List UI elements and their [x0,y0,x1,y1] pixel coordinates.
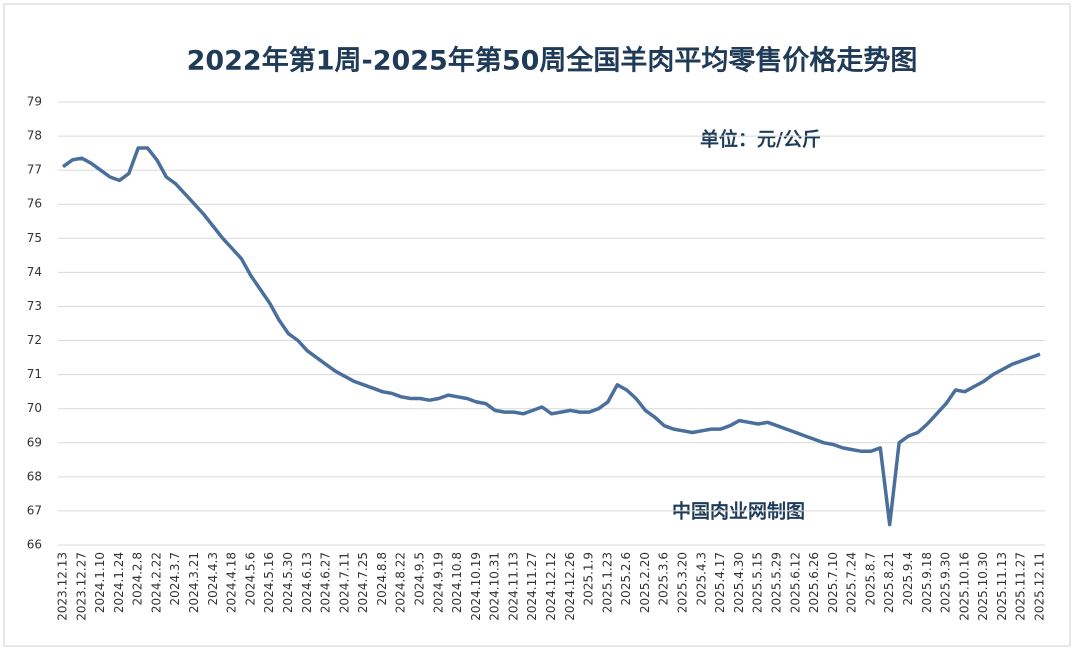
y-tick-label: 72 [27,333,42,347]
x-tick-label: 2025.10.30 [976,552,990,621]
x-tick-label: 2024.1.10 [93,552,107,613]
x-tick-label: 2025.5.29 [769,552,783,613]
x-tick-label: 2025.6.26 [807,552,821,613]
y-tick-label: 68 [27,469,42,483]
x-tick-label: 2024.3.21 [187,552,201,613]
chart-title: 2022年第1周-2025年第50周全国羊肉平均零售价格走势图 [187,45,918,77]
x-tick-label: 2024.9.5 [412,552,426,605]
x-tick-label: 2025.8.21 [882,552,896,613]
x-tick-label: 2025.11.13 [995,552,1009,621]
unit-note: 单位：元/公斤 [700,128,821,151]
y-tick-label: 76 [27,197,42,211]
x-tick-label: 2024.8.8 [375,552,389,605]
x-tick-label: 2025.9.30 [939,552,953,613]
x-tick-label: 2025.11.27 [1014,552,1028,621]
y-tick-label: 79 [27,95,42,109]
x-tick-label: 2025.1.9 [582,552,596,605]
x-tick-label: 2025.4.3 [694,552,708,605]
x-tick-label: 2024.8.22 [394,552,408,613]
x-tick-label: 2025.7.10 [826,552,840,613]
x-tick-label: 2025.12.11 [1033,552,1047,621]
x-tick-label: 2025.1.23 [600,552,614,613]
x-tick-label: 2024.2.8 [131,552,145,605]
x-tick-label: 2025.5.15 [751,552,765,613]
x-tick-label: 2024.11.27 [525,552,539,621]
x-tick-label: 2023.12.13 [56,552,70,621]
chart-frame [3,3,1071,647]
x-tick-label: 2024.12.26 [563,552,577,621]
x-tick-label: 2024.2.22 [149,552,163,613]
x-tick-label: 2024.10.8 [450,552,464,613]
x-tick-label: 2025.6.12 [788,552,802,613]
x-tick-label: 2025.10.16 [957,552,971,621]
y-tick-label: 75 [27,231,42,245]
x-tick-label: 2025.3.20 [676,552,690,613]
x-tick-label: 2024.1.24 [112,552,126,613]
x-tick-label: 2025.3.6 [657,552,671,605]
x-tick-label: 2025.4.30 [732,552,746,613]
y-tick-label: 78 [27,129,42,143]
price-line [61,146,1041,527]
x-tick-label: 2024.7.11 [337,552,351,613]
x-tick-label: 2024.4.18 [225,552,239,613]
x-tick-label: 2024.11.13 [506,552,520,621]
y-tick-label: 66 [27,538,42,552]
x-tick-label: 2024.9.19 [431,552,445,613]
x-tick-label: 2024.5.30 [281,552,295,613]
x-tick-label: 2025.9.18 [920,552,934,613]
x-tick-label: 2024.10.19 [469,552,483,621]
x-tick-label: 2024.3.7 [168,552,182,605]
x-tick-label: 2024.5.16 [262,552,276,613]
x-tick-label: 2024.4.3 [206,552,220,605]
x-tick-label: 2023.12.27 [74,552,88,621]
x-tick-label: 2024.6.27 [319,552,333,613]
x-tick-label: 2025.2.20 [638,552,652,613]
x-tick-label: 2024.10.31 [488,552,502,621]
y-tick-label: 69 [27,435,42,449]
y-tick-label: 67 [27,503,42,517]
x-tick-label: 2024.7.25 [356,552,370,613]
y-tick-label: 74 [27,265,42,279]
x-tick-label: 2024.5.6 [243,552,257,605]
x-tick-label: 2025.2.6 [619,552,633,605]
y-tick-label: 73 [27,299,42,313]
x-tick-label: 2025.9.4 [901,552,915,605]
y-tick-label: 70 [27,401,42,415]
x-tick-label: 2025.4.17 [713,552,727,613]
y-tick-label: 71 [27,367,42,381]
x-tick-label: 2025.8.7 [863,552,877,605]
y-tick-label: 77 [27,163,42,177]
x-tick-label: 2024.6.13 [300,552,314,613]
x-tick-label: 2025.7.24 [845,552,859,613]
x-tick-label: 2024.12.12 [544,552,558,621]
